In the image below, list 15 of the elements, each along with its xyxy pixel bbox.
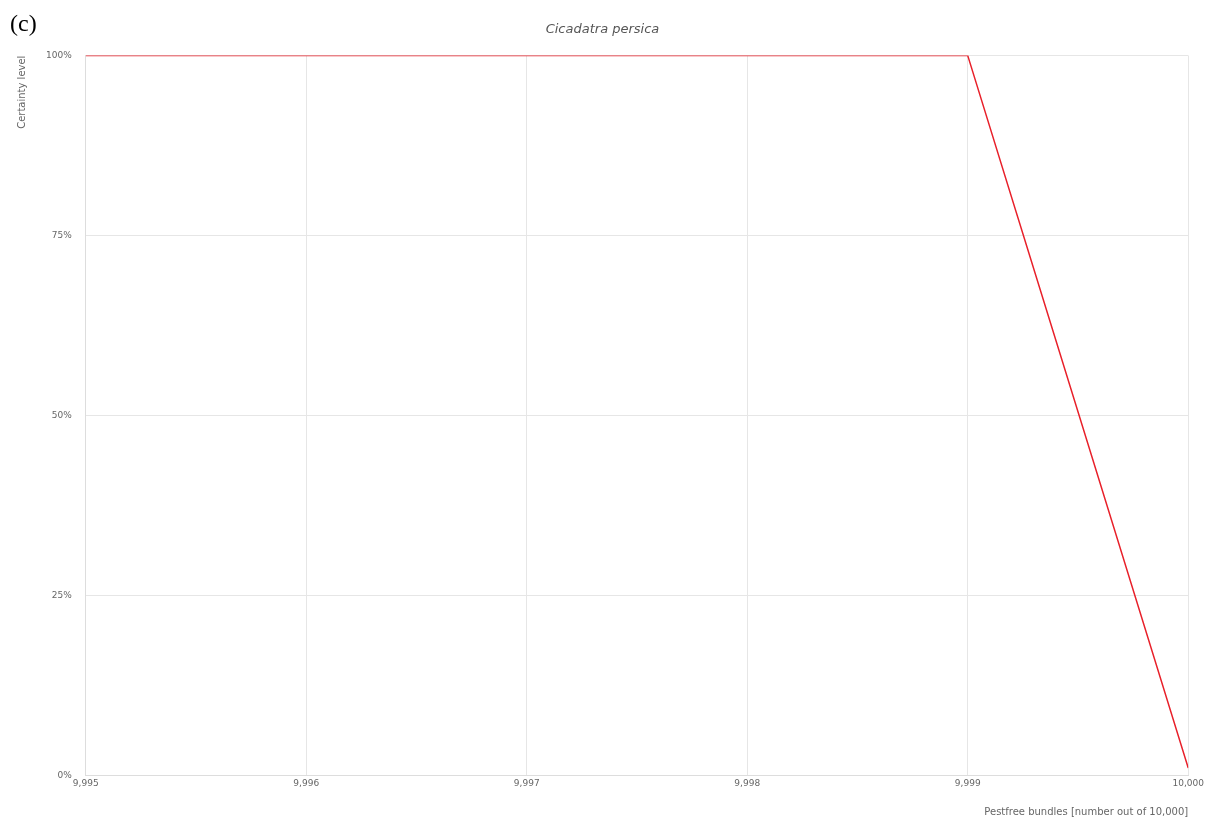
y-tick-label: 25% (51, 589, 73, 600)
x-tick-label: 9,997 (513, 777, 540, 788)
y-tick-label: 0% (57, 769, 73, 780)
y-tick-label: 100% (46, 49, 73, 60)
y-tick-label: 50% (51, 409, 73, 420)
y-axis-title: Certainty level (15, 55, 27, 129)
x-tick-label: 9,998 (734, 777, 761, 788)
x-axis-title: Pestfree bundles [number out of 10,000] (984, 805, 1189, 817)
text: (c) (10, 10, 37, 37)
x-tick-label: 9,996 (293, 777, 320, 788)
chart-title: Cicadatra persica (545, 21, 660, 37)
x-tick-label: 10,000 (1172, 777, 1205, 788)
x-tick-label: 9,999 (954, 777, 981, 788)
x-tick-label: 9,995 (72, 777, 99, 788)
y-tick-label: 75% (51, 229, 73, 240)
